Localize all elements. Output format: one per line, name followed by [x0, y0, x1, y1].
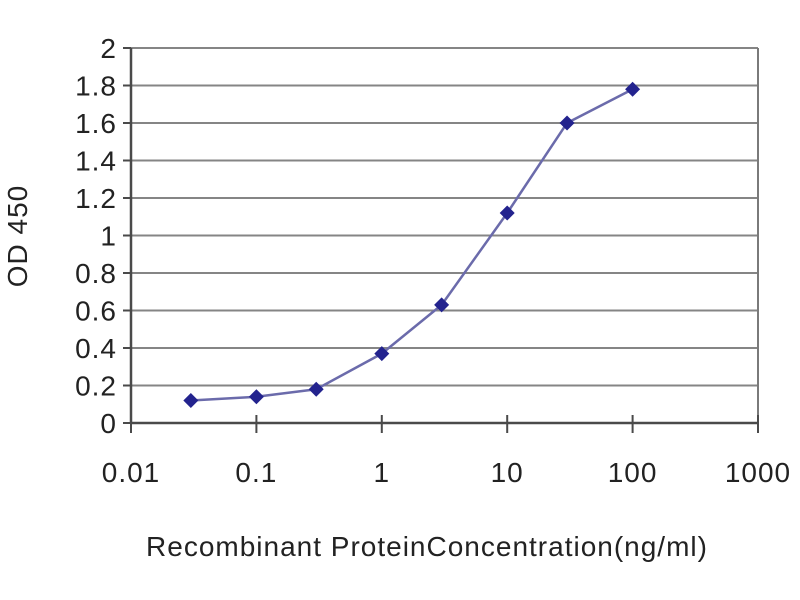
data-point-marker: [625, 81, 641, 97]
data-point-marker: [183, 393, 199, 408]
x-axis-title: Recombinant ProteinConcentration(ng/ml): [146, 531, 708, 562]
y-axis-title: OD 450: [2, 185, 33, 288]
data-point-marker: [434, 297, 450, 313]
y-tick-label: 1.2: [75, 183, 117, 214]
data-point-marker: [559, 115, 575, 131]
x-tick-label: 10: [491, 457, 524, 488]
y-tick-label: 0.8: [75, 258, 117, 289]
x-tick-label: 0.01: [102, 457, 161, 488]
y-tick-label: 0.4: [75, 333, 117, 364]
y-tick-label: 1: [100, 221, 117, 252]
x-tick-label: 1: [374, 457, 391, 488]
y-tick-label: 0: [100, 408, 117, 439]
data-point-marker: [499, 205, 515, 221]
x-tick-label: 0.1: [235, 457, 277, 488]
tick-labels: 0 0.2 0.4 0.6 0.8 1 1.2 1.4 1.6 1.8 2 0.01 0.1 1 10 100…: [75, 33, 791, 488]
y-tick-label: 1.8: [75, 71, 117, 102]
data-point-marker: [374, 346, 390, 362]
y-tick-label: 1.4: [75, 146, 117, 177]
data-point-marker: [308, 381, 324, 397]
axes: [123, 47, 759, 433]
x-tick-label: 100: [608, 457, 658, 488]
gridlines: [131, 47, 758, 387]
data-series: [183, 81, 641, 408]
y-tick-label: 2: [100, 33, 117, 64]
y-tick-label: 0.2: [75, 371, 117, 402]
y-tick-label: 1.6: [75, 108, 117, 139]
series-line: [189, 88, 634, 402]
data-point-marker: [248, 389, 264, 405]
x-tick-label: 1000: [725, 457, 791, 488]
y-tick-label: 0.6: [75, 296, 117, 327]
